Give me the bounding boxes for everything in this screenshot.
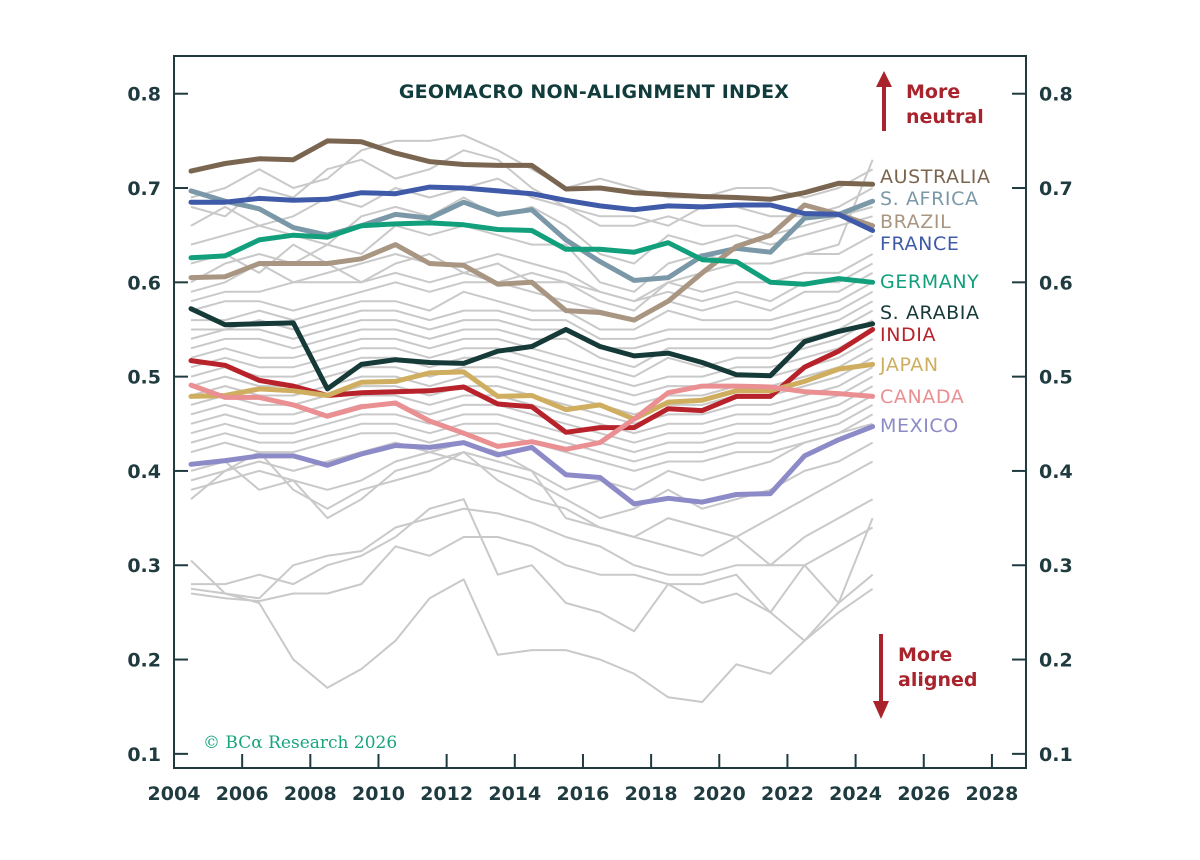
y-tick-label-left: 0.6	[127, 272, 161, 294]
background-series-line-31	[190, 578, 874, 703]
background-series-line-12	[190, 300, 874, 350]
background-series-line-23	[190, 404, 874, 463]
series-line-australia	[188, 138, 876, 202]
y-tick-label-right: 0.3	[1039, 555, 1073, 577]
x-tick-label: 2020	[693, 783, 746, 805]
series-label-australia: AUSTRALIA	[880, 166, 991, 188]
background-series-line-29	[190, 507, 874, 604]
background-series-line-3	[190, 149, 874, 227]
y-tick-label-left: 0.4	[127, 461, 161, 483]
series-line-germany	[188, 220, 876, 287]
y-tick-label-left: 0.2	[127, 650, 161, 672]
more-aligned-label-line1: More	[898, 644, 952, 666]
more-aligned-annotation: More aligned	[873, 634, 977, 719]
x-tick-label: 2010	[352, 783, 405, 805]
x-tick-label: 2028	[965, 783, 1018, 805]
y-tick-label-left: 0.7	[127, 178, 161, 200]
series-label-japan: JAPAN	[879, 354, 939, 376]
y-tick-label-right: 0.5	[1039, 367, 1073, 389]
background-series-line-9	[190, 272, 874, 322]
more-neutral-annotation: More neutral	[876, 71, 984, 131]
more-neutral-label-line2: neutral	[906, 106, 984, 128]
series-label-brazil: BRAZIL	[880, 211, 951, 233]
y-tick-label-left: 0.8	[127, 84, 161, 106]
x-tick-label: 2022	[761, 783, 814, 805]
background-series-line-4	[190, 177, 873, 237]
x-tick-label: 2014	[488, 783, 541, 805]
y-tick-label-right: 0.4	[1039, 461, 1073, 483]
y-tick-label-left: 0.3	[127, 555, 161, 577]
x-tick-label: 2006	[216, 783, 269, 805]
series-line-japan	[188, 361, 876, 422]
x-tick-label: 2004	[148, 783, 201, 805]
series-label-canada: CANADA	[880, 386, 964, 408]
background-series-line-22	[190, 394, 874, 454]
down-arrow-icon	[873, 701, 889, 719]
series-label-france: FRANCE	[880, 233, 959, 255]
y-tick-label-left: 0.1	[127, 744, 161, 766]
series-label-s-arabia: S. ARABIA	[880, 302, 980, 324]
series-line-canada	[188, 382, 876, 452]
series-line-s-africa	[188, 188, 876, 283]
background-series-line-21	[190, 385, 874, 444]
background-series-line-15	[190, 328, 874, 388]
background-series-line-11	[191, 290, 874, 340]
series-line-s-arabia	[188, 306, 876, 392]
more-neutral-label-line1: More	[906, 81, 960, 103]
y-tick-label-right: 0.7	[1039, 178, 1073, 200]
y-tick-label-right: 0.8	[1039, 84, 1073, 106]
background-series-line-30	[191, 498, 874, 633]
plot-frame	[173, 55, 1027, 769]
x-tick-label: 2026	[897, 783, 950, 805]
axis-ticks-group: 2004 2006 2008 2010 2012 2014 2016 2018 2020 2022…	[127, 84, 1072, 805]
more-aligned-label-line2: aligned	[898, 669, 977, 691]
background-series-line-27	[190, 451, 874, 538]
series-label-mexico: MEXICO	[880, 415, 959, 437]
series-label-india: INDIA	[880, 324, 936, 346]
y-tick-label-right: 0.1	[1039, 744, 1073, 766]
series-line-brazil	[188, 202, 876, 323]
x-tick-label: 2008	[284, 783, 337, 805]
series-label-germany: GERMANY	[880, 271, 979, 293]
y-tick-label-left: 0.5	[127, 367, 161, 389]
copyright-credit: © BCα Research 2026	[203, 733, 397, 753]
x-tick-label: 2024	[829, 783, 882, 805]
x-tick-label: 2012	[420, 783, 473, 805]
x-tick-label: 2018	[625, 783, 678, 805]
y-tick-label-right: 0.6	[1039, 272, 1073, 294]
background-series-line-28	[190, 451, 874, 567]
up-arrow-icon	[876, 71, 892, 87]
series-line-france	[188, 184, 876, 233]
y-tick-label-right: 0.2	[1039, 650, 1073, 672]
series-line-india	[188, 327, 876, 435]
chart-title: GEOMACRO NON-ALIGNMENT INDEX	[399, 81, 789, 103]
background-series-line-10	[191, 281, 874, 331]
x-tick-label: 2016	[557, 783, 610, 805]
highlighted-series-group	[188, 138, 876, 507]
background-series-line-2	[190, 134, 874, 199]
series-line-mexico	[188, 424, 876, 507]
background-series-line-6	[190, 224, 874, 293]
series-label-s-africa: S. AFRICA	[880, 188, 979, 210]
background-series-line-7	[190, 253, 874, 303]
background-series-line-32	[190, 536, 874, 642]
